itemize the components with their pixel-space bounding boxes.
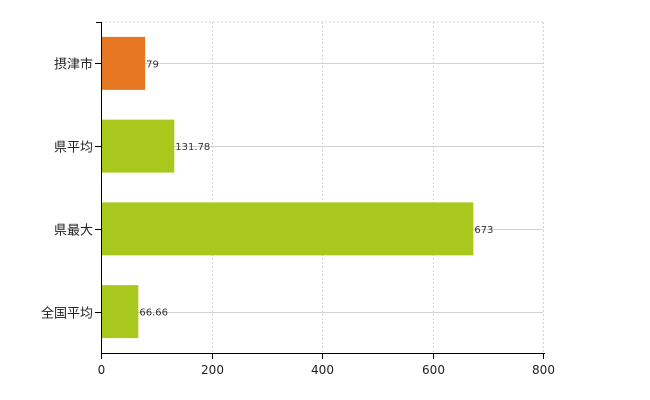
bar-value-label: 673: [474, 225, 493, 236]
x-tick-label: 400: [311, 363, 334, 377]
bar: [101, 202, 474, 256]
x-tick-label: 600: [422, 363, 445, 377]
x-tick-label: 800: [532, 363, 555, 377]
bar-value-label: 66.66: [139, 308, 168, 319]
bar: [101, 36, 146, 90]
bar-value-label: 131.78: [175, 142, 210, 153]
category-label: 全国平均: [41, 306, 93, 322]
grid-layer: [101, 21, 544, 353]
x-tick-label: 200: [201, 363, 224, 377]
category-label: 摂津市: [54, 57, 93, 73]
bar: [101, 119, 175, 173]
bar: [101, 285, 139, 339]
category-label: 県最大: [54, 224, 93, 239]
category-label: 県平均: [54, 141, 93, 156]
x-tick-label: 0: [98, 363, 106, 377]
bar-value-label: 79: [146, 59, 159, 70]
bar-layer: 79 131.78 673 66.66: [101, 36, 493, 339]
